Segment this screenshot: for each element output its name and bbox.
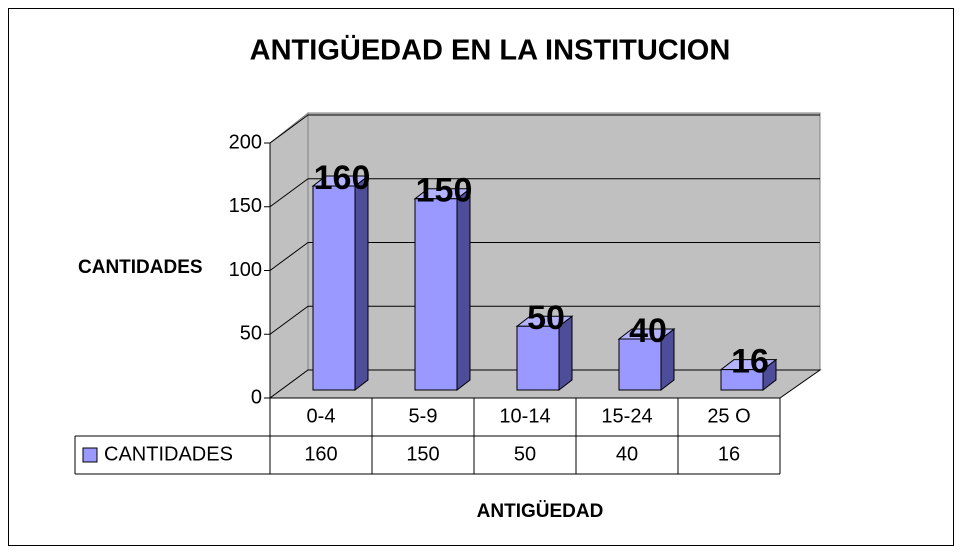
bar-side: [354, 174, 369, 392]
grid-line: [269, 242, 309, 271]
x-tick-label: 25 O: [707, 405, 750, 427]
bar: [413, 187, 472, 392]
bar-front: [618, 338, 662, 391]
x-tick-label: 15-24: [601, 405, 652, 427]
y-tick-label: 0: [251, 386, 262, 408]
chart-title: ANTIGÜEDAD EN LA INSTITUCION: [250, 34, 731, 67]
data-label: 150: [416, 172, 473, 210]
bar: [311, 174, 370, 392]
bar-side: [456, 187, 471, 392]
grid-line: [269, 114, 309, 144]
data-label: 40: [629, 312, 667, 350]
table-value: 150: [406, 443, 439, 465]
grid-line: [269, 305, 309, 335]
x-tick-label: 0-4: [307, 405, 336, 427]
table-value: 16: [718, 443, 740, 465]
y-tick-label: 50: [240, 323, 262, 345]
bar-front: [516, 325, 560, 391]
legend-label: CANTIDADES: [104, 443, 233, 465]
table-value: 40: [616, 443, 638, 465]
bar-front: [414, 198, 458, 391]
data-label: 16: [731, 343, 769, 381]
table-value: 50: [514, 443, 536, 465]
y-tick-label: 100: [229, 259, 262, 281]
y-tick-label: 150: [229, 195, 262, 217]
x-tick-label: 10-14: [499, 405, 550, 427]
y-axis-label: CANTIDADES: [78, 257, 203, 278]
bar: [617, 327, 676, 392]
bar: [719, 358, 778, 392]
y-tick-label: 200: [229, 131, 262, 153]
x-axis-label: ANTIGÜEDAD: [477, 501, 604, 522]
table-value: 160: [304, 443, 337, 465]
grid-line: [269, 178, 309, 208]
data-label: 50: [527, 299, 565, 337]
x-tick-label: 5-9: [409, 405, 438, 427]
bar: [515, 315, 574, 392]
side-wall: [269, 111, 309, 399]
legend-swatch: [82, 447, 98, 463]
data-label: 160: [314, 159, 371, 197]
bar-front: [720, 369, 764, 391]
bar-front: [312, 185, 356, 391]
